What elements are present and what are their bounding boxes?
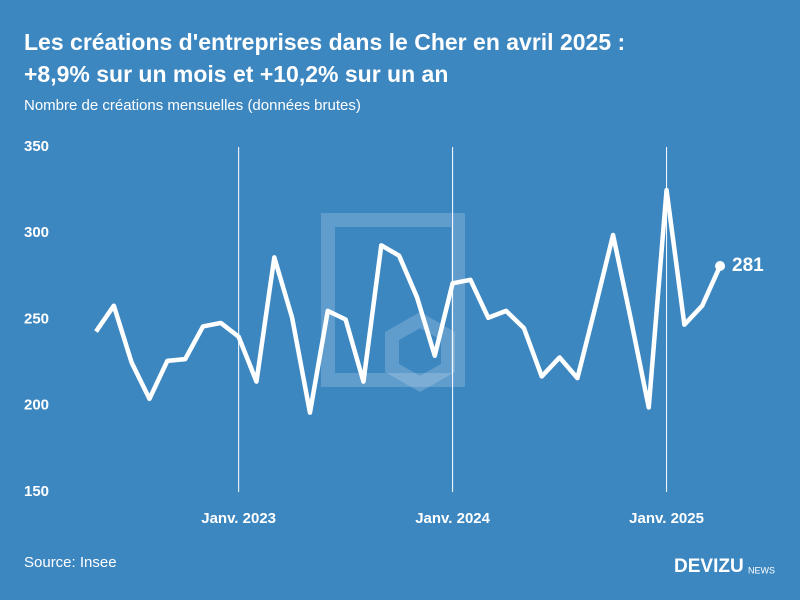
y-tick-label: 300	[24, 224, 49, 241]
data-label: 281	[732, 255, 764, 276]
line	[94, 187, 723, 415]
y-tick-label: 350	[24, 138, 49, 155]
y-tick-label: 150	[24, 483, 49, 500]
chart-subtitle: Nombre de créations mensuelles (données …	[24, 97, 361, 114]
brand: DEVIZU	[674, 556, 744, 577]
y-tick-label: 200	[24, 397, 49, 414]
end-point	[715, 261, 726, 272]
x-tick-label: Janv. 2024	[415, 510, 490, 527]
y-tick-label: 250	[24, 310, 49, 327]
x-tick-label: Janv. 2023	[201, 510, 276, 527]
brand-suffix: NEWS	[748, 565, 775, 575]
x-tick-label: Janv. 2025	[629, 510, 704, 527]
chart-title: Les créations d'entreprises dans le Cher…	[24, 29, 625, 87]
source: Source: Insee	[24, 554, 117, 571]
watermark	[321, 213, 465, 393]
